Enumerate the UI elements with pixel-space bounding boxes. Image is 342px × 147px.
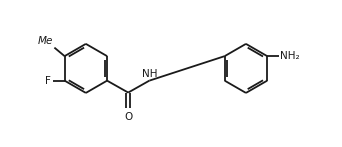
Text: Me: Me (38, 36, 53, 46)
Text: NH₂: NH₂ (280, 51, 300, 61)
Text: NH: NH (142, 69, 157, 79)
Text: O: O (124, 112, 132, 122)
Text: F: F (45, 76, 51, 86)
